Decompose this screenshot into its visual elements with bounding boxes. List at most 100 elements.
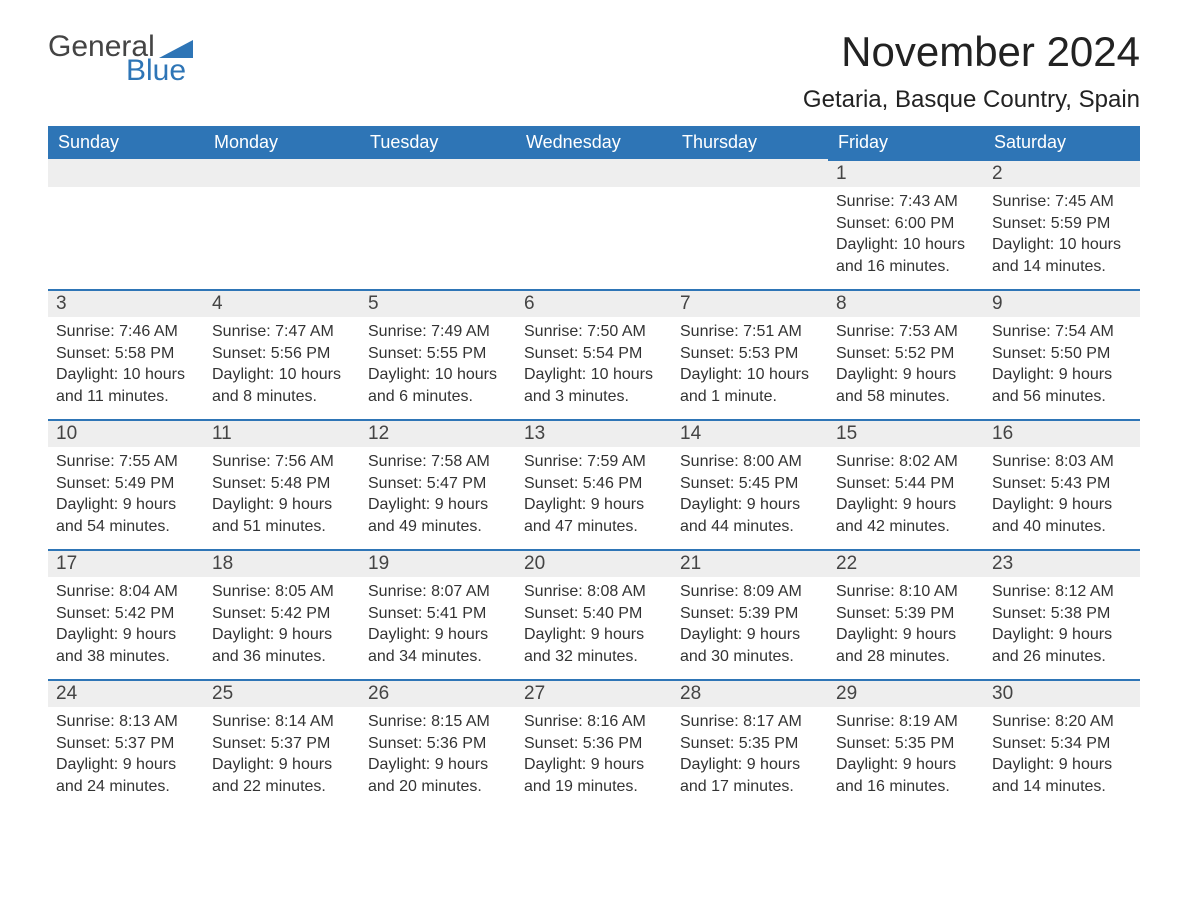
calendar-day-cell: 27Sunrise: 8:16 AMSunset: 5:36 PMDayligh… xyxy=(516,679,672,809)
weekday-header: Wednesday xyxy=(516,126,672,159)
weekday-header: Saturday xyxy=(984,126,1140,159)
calendar-day-cell: 2Sunrise: 7:45 AMSunset: 5:59 PMDaylight… xyxy=(984,159,1140,289)
day-number: 4 xyxy=(204,289,360,317)
title-block: November 2024 Getaria, Basque Country, S… xyxy=(803,28,1140,114)
weekday-header: Monday xyxy=(204,126,360,159)
day-number: 29 xyxy=(828,679,984,707)
sunrise-line: Sunrise: 8:08 AM xyxy=(524,581,664,603)
day-details: Sunrise: 8:14 AMSunset: 5:37 PMDaylight:… xyxy=(204,707,360,805)
day-details: Sunrise: 7:50 AMSunset: 5:54 PMDaylight:… xyxy=(516,317,672,415)
calendar-day-cell: 11Sunrise: 7:56 AMSunset: 5:48 PMDayligh… xyxy=(204,419,360,549)
sunset-line: Sunset: 5:47 PM xyxy=(368,473,508,495)
calendar-day-cell: 25Sunrise: 8:14 AMSunset: 5:37 PMDayligh… xyxy=(204,679,360,809)
day-details: Sunrise: 7:51 AMSunset: 5:53 PMDaylight:… xyxy=(672,317,828,415)
daylight-line: Daylight: 9 hours and 58 minutes. xyxy=(836,364,976,407)
sunrise-line: Sunrise: 8:09 AM xyxy=(680,581,820,603)
day-header-empty xyxy=(516,159,672,187)
weekday-header: Tuesday xyxy=(360,126,516,159)
daylight-line: Daylight: 9 hours and 24 minutes. xyxy=(56,754,196,797)
daylight-line: Daylight: 10 hours and 6 minutes. xyxy=(368,364,508,407)
calendar-day-cell xyxy=(48,159,204,289)
sunrise-line: Sunrise: 8:00 AM xyxy=(680,451,820,473)
day-details: Sunrise: 7:55 AMSunset: 5:49 PMDaylight:… xyxy=(48,447,204,545)
calendar-day-cell: 18Sunrise: 8:05 AMSunset: 5:42 PMDayligh… xyxy=(204,549,360,679)
sunset-line: Sunset: 5:50 PM xyxy=(992,343,1132,365)
calendar-week-row: 24Sunrise: 8:13 AMSunset: 5:37 PMDayligh… xyxy=(48,679,1140,809)
sunset-line: Sunset: 5:49 PM xyxy=(56,473,196,495)
sunset-line: Sunset: 5:46 PM xyxy=(524,473,664,495)
day-number: 1 xyxy=(828,159,984,187)
day-number: 11 xyxy=(204,419,360,447)
day-details: Sunrise: 8:04 AMSunset: 5:42 PMDaylight:… xyxy=(48,577,204,675)
sunset-line: Sunset: 5:35 PM xyxy=(680,733,820,755)
sunset-line: Sunset: 5:42 PM xyxy=(212,603,352,625)
calendar-day-cell xyxy=(360,159,516,289)
daylight-line: Daylight: 9 hours and 16 minutes. xyxy=(836,754,976,797)
daylight-line: Daylight: 9 hours and 40 minutes. xyxy=(992,494,1132,537)
calendar-day-cell: 9Sunrise: 7:54 AMSunset: 5:50 PMDaylight… xyxy=(984,289,1140,419)
day-number: 5 xyxy=(360,289,516,317)
day-number: 15 xyxy=(828,419,984,447)
day-details: Sunrise: 8:16 AMSunset: 5:36 PMDaylight:… xyxy=(516,707,672,805)
calendar-day-cell: 4Sunrise: 7:47 AMSunset: 5:56 PMDaylight… xyxy=(204,289,360,419)
daylight-line: Daylight: 9 hours and 32 minutes. xyxy=(524,624,664,667)
day-details: Sunrise: 7:56 AMSunset: 5:48 PMDaylight:… xyxy=(204,447,360,545)
day-details: Sunrise: 7:58 AMSunset: 5:47 PMDaylight:… xyxy=(360,447,516,545)
sunrise-line: Sunrise: 8:12 AM xyxy=(992,581,1132,603)
daylight-line: Daylight: 9 hours and 34 minutes. xyxy=(368,624,508,667)
calendar-week-row: 1Sunrise: 7:43 AMSunset: 6:00 PMDaylight… xyxy=(48,159,1140,289)
calendar-day-cell: 19Sunrise: 8:07 AMSunset: 5:41 PMDayligh… xyxy=(360,549,516,679)
daylight-line: Daylight: 10 hours and 11 minutes. xyxy=(56,364,196,407)
sunset-line: Sunset: 5:54 PM xyxy=(524,343,664,365)
calendar-day-cell: 20Sunrise: 8:08 AMSunset: 5:40 PMDayligh… xyxy=(516,549,672,679)
calendar-week-row: 10Sunrise: 7:55 AMSunset: 5:49 PMDayligh… xyxy=(48,419,1140,549)
day-header-empty xyxy=(48,159,204,187)
day-details: Sunrise: 8:05 AMSunset: 5:42 PMDaylight:… xyxy=(204,577,360,675)
sunrise-line: Sunrise: 8:19 AM xyxy=(836,711,976,733)
calendar-day-cell: 16Sunrise: 8:03 AMSunset: 5:43 PMDayligh… xyxy=(984,419,1140,549)
daylight-line: Daylight: 9 hours and 38 minutes. xyxy=(56,624,196,667)
sunset-line: Sunset: 5:37 PM xyxy=(56,733,196,755)
day-details: Sunrise: 7:47 AMSunset: 5:56 PMDaylight:… xyxy=(204,317,360,415)
sunset-line: Sunset: 5:55 PM xyxy=(368,343,508,365)
daylight-line: Daylight: 9 hours and 56 minutes. xyxy=(992,364,1132,407)
sunrise-line: Sunrise: 7:58 AM xyxy=(368,451,508,473)
day-details: Sunrise: 8:07 AMSunset: 5:41 PMDaylight:… xyxy=(360,577,516,675)
day-details: Sunrise: 8:02 AMSunset: 5:44 PMDaylight:… xyxy=(828,447,984,545)
sunrise-line: Sunrise: 8:10 AM xyxy=(836,581,976,603)
day-details: Sunrise: 7:49 AMSunset: 5:55 PMDaylight:… xyxy=(360,317,516,415)
sunrise-line: Sunrise: 7:56 AM xyxy=(212,451,352,473)
calendar-body: 1Sunrise: 7:43 AMSunset: 6:00 PMDaylight… xyxy=(48,159,1140,809)
sunset-line: Sunset: 5:43 PM xyxy=(992,473,1132,495)
day-details: Sunrise: 8:10 AMSunset: 5:39 PMDaylight:… xyxy=(828,577,984,675)
sunrise-line: Sunrise: 8:16 AM xyxy=(524,711,664,733)
calendar-day-cell: 21Sunrise: 8:09 AMSunset: 5:39 PMDayligh… xyxy=(672,549,828,679)
calendar-week-row: 17Sunrise: 8:04 AMSunset: 5:42 PMDayligh… xyxy=(48,549,1140,679)
sunrise-line: Sunrise: 8:14 AM xyxy=(212,711,352,733)
day-details: Sunrise: 8:19 AMSunset: 5:35 PMDaylight:… xyxy=(828,707,984,805)
day-number: 13 xyxy=(516,419,672,447)
calendar-day-cell: 13Sunrise: 7:59 AMSunset: 5:46 PMDayligh… xyxy=(516,419,672,549)
daylight-line: Daylight: 9 hours and 44 minutes. xyxy=(680,494,820,537)
sunrise-line: Sunrise: 8:17 AM xyxy=(680,711,820,733)
day-number: 26 xyxy=(360,679,516,707)
sunset-line: Sunset: 5:39 PM xyxy=(836,603,976,625)
daylight-line: Daylight: 9 hours and 22 minutes. xyxy=(212,754,352,797)
day-details: Sunrise: 8:08 AMSunset: 5:40 PMDaylight:… xyxy=(516,577,672,675)
daylight-line: Daylight: 9 hours and 42 minutes. xyxy=(836,494,976,537)
sunset-line: Sunset: 6:00 PM xyxy=(836,213,976,235)
sunset-line: Sunset: 5:45 PM xyxy=(680,473,820,495)
sunrise-line: Sunrise: 8:02 AM xyxy=(836,451,976,473)
calendar-table: SundayMondayTuesdayWednesdayThursdayFrid… xyxy=(48,126,1140,809)
sunrise-line: Sunrise: 8:20 AM xyxy=(992,711,1132,733)
sunset-line: Sunset: 5:53 PM xyxy=(680,343,820,365)
day-number: 23 xyxy=(984,549,1140,577)
sunrise-line: Sunrise: 7:45 AM xyxy=(992,191,1132,213)
daylight-line: Daylight: 9 hours and 17 minutes. xyxy=(680,754,820,797)
daylight-line: Daylight: 9 hours and 20 minutes. xyxy=(368,754,508,797)
sunset-line: Sunset: 5:59 PM xyxy=(992,213,1132,235)
calendar-day-cell: 1Sunrise: 7:43 AMSunset: 6:00 PMDaylight… xyxy=(828,159,984,289)
day-number: 6 xyxy=(516,289,672,317)
day-header-empty xyxy=(204,159,360,187)
calendar-day-cell xyxy=(516,159,672,289)
